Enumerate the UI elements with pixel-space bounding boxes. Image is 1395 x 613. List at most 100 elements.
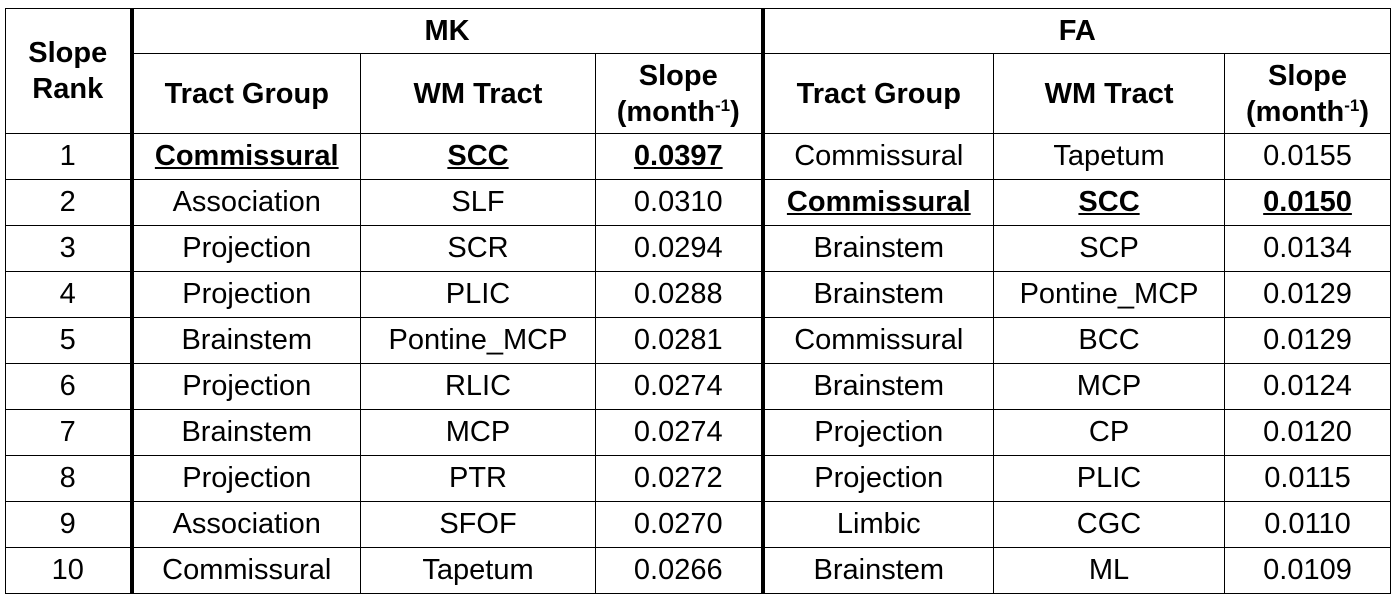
subheader: Slope (month-1) — [594, 53, 764, 134]
tract-cell: PTR — [360, 455, 596, 502]
group-cell: Brainstem — [129, 409, 361, 456]
group-cell: Limbic — [760, 501, 995, 548]
subheader-suffix: ) — [1359, 95, 1370, 128]
table-row: 8 Projection PTR 0.0272 Projection PLIC 0.0115 — [5, 455, 1392, 502]
slope-cell: 0.0272 — [594, 455, 764, 502]
subheader-suffix: ) — [730, 95, 740, 128]
group-cell: Projection — [129, 363, 361, 410]
header-row: Slope Rank MK FA — [5, 8, 1392, 134]
tract-cell: SCP — [993, 225, 1226, 272]
tract-cell: Pontine_MCP — [993, 271, 1226, 318]
table-row: 10 Commissural Tapetum 0.0266 Brainstem ML 0.0… — [5, 547, 1392, 594]
slope-cell: 0.0129 — [1224, 317, 1392, 364]
table-row: 2 Association SLF 0.0310 Commissural SCC 0.015… — [5, 179, 1392, 226]
group-cell: Projection — [760, 409, 995, 456]
tract-cell: CP — [993, 409, 1226, 456]
rank-cell: 10 — [5, 547, 132, 594]
tract-cell: SCC — [993, 179, 1226, 226]
tract-cell: CGC — [993, 501, 1226, 548]
tract-cell: RLIC — [360, 363, 596, 410]
superscript: -1 — [714, 95, 731, 115]
slope-cell: 0.0115 — [1224, 455, 1392, 502]
tract-cell: BCC — [993, 317, 1226, 364]
subheader: WM Tract — [360, 53, 596, 134]
tract-cell: SFOF — [360, 501, 596, 548]
rank-cell: 5 — [5, 317, 132, 364]
tract-cell: SLF — [360, 179, 596, 226]
slope-table: Slope Rank MK FA Tract Group WM Tract Slop… — [5, 8, 1392, 594]
slope-cell: 0.0288 — [594, 271, 764, 318]
subheader-text: Slope (month — [616, 59, 718, 128]
slope-cell: 0.0310 — [594, 179, 764, 226]
slope-cell: 0.0266 — [594, 547, 764, 594]
tract-cell: PLIC — [993, 455, 1226, 502]
slope-cell: 0.0155 — [1224, 133, 1392, 180]
rank-cell: 2 — [5, 179, 132, 226]
group-cell: Brainstem — [760, 363, 995, 410]
subheader-row: Tract Group WM Tract Slope (month-1) Tract … — [6, 53, 1392, 134]
subheader: Tract Group — [760, 53, 995, 134]
group-cell: Projection — [129, 225, 361, 272]
slope-cell: 0.0110 — [1224, 501, 1392, 548]
rank-cell: 6 — [5, 363, 132, 410]
group-header: MK — [129, 8, 764, 54]
table-row: 3 Projection SCR 0.0294 Brainstem SCP 0.0134 — [5, 225, 1392, 272]
group-cell: Commissural — [129, 547, 361, 594]
group-cell: Commissural — [760, 179, 995, 226]
tract-cell: PLIC — [360, 271, 596, 318]
rank-cell: 1 — [5, 133, 132, 180]
table-row: 9 Association SFOF 0.0270 Limbic CGC 0.0110 — [5, 501, 1392, 548]
rank-cell: 4 — [5, 271, 132, 318]
table-row: 4 Projection PLIC 0.0288 Brainstem Pontine_MC… — [5, 271, 1392, 318]
tract-cell: SCC — [360, 133, 596, 180]
rank-cell: 7 — [5, 409, 132, 456]
tract-cell: ML — [993, 547, 1226, 594]
slope-cell: 0.0129 — [1224, 271, 1392, 318]
slope-cell: 0.0270 — [594, 501, 764, 548]
group-cell: Brainstem — [760, 271, 995, 318]
group-cell: Commissural — [760, 133, 995, 180]
slope-cell: 0.0134 — [1224, 225, 1392, 272]
slope-cell: 0.0294 — [594, 225, 764, 272]
superscript: -1 — [1344, 95, 1360, 115]
group-cell: Commissural — [760, 317, 995, 364]
group-cell: Brainstem — [760, 547, 995, 594]
tract-cell: SCR — [360, 225, 596, 272]
tract-cell: MCP — [360, 409, 596, 456]
tract-cell: MCP — [993, 363, 1226, 410]
group-cell: Brainstem — [129, 317, 361, 364]
group-cell: Projection — [129, 455, 361, 502]
subheader-text: Slope (month — [1246, 59, 1348, 128]
tract-cell: Tapetum — [360, 547, 596, 594]
slope-cell: 0.0281 — [594, 317, 764, 364]
slope-cell: 0.0120 — [1224, 409, 1392, 456]
table-row: 7 Brainstem MCP 0.0274 Projection CP 0.0120 — [5, 409, 1392, 456]
table-head: Slope Rank MK FA Tract Group WM Tract Slop… — [5, 8, 1392, 134]
rank-cell: 9 — [5, 501, 132, 548]
slope-cell: 0.0397 — [594, 133, 764, 180]
slope-cell: 0.0124 — [1224, 363, 1392, 410]
rank-header: Slope Rank — [5, 8, 132, 134]
group-cell: Brainstem — [760, 225, 995, 272]
group-cell: Projection — [760, 455, 995, 502]
rank-cell: 3 — [5, 225, 132, 272]
group-header: FA — [760, 8, 1392, 54]
group-cell: Projection — [129, 271, 361, 318]
group-cell: Association — [129, 179, 361, 226]
subheader: Tract Group — [129, 53, 361, 134]
slope-cell: 0.0150 — [1224, 179, 1392, 226]
group-cell: Commissural — [129, 133, 361, 180]
slope-cell: 0.0109 — [1224, 547, 1392, 594]
subheader: Slope (month-1) — [1224, 53, 1392, 134]
rank-cell: 8 — [5, 455, 132, 502]
slope-cell: 0.0274 — [594, 363, 764, 410]
table-row: 5 Brainstem Pontine_MCP 0.0281 Commissural BC… — [5, 317, 1392, 364]
subheader: WM Tract — [993, 53, 1226, 134]
tract-cell: Tapetum — [993, 133, 1226, 180]
group-cell: Association — [129, 501, 361, 548]
table-row: 1 Commissural SCC 0.0397 Commissural Tapetum 0… — [5, 133, 1392, 180]
table-body: 1 Commissural SCC 0.0397 Commissural Tapetum 0… — [5, 133, 1392, 594]
slope-cell: 0.0274 — [594, 409, 764, 456]
table-row: 6 Projection RLIC 0.0274 Brainstem MCP 0.0124 — [5, 363, 1392, 410]
